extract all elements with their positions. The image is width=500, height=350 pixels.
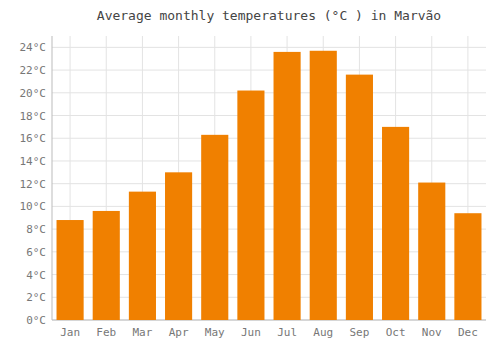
bar <box>310 51 337 320</box>
bar <box>454 213 481 320</box>
y-tick-label: 0°C <box>26 314 46 327</box>
x-tick-label: Nov <box>422 326 442 339</box>
y-tick-label: 8°C <box>26 223 46 236</box>
y-grid-line <box>52 47 486 48</box>
x-tick-label: Jun <box>241 326 261 339</box>
y-grid-line <box>52 70 486 71</box>
x-tick-label: Oct <box>386 326 406 339</box>
bar <box>165 172 192 320</box>
x-tick-label: Mar <box>132 326 152 339</box>
bar <box>346 75 373 320</box>
bar <box>418 183 445 320</box>
y-axis-line <box>52 36 53 320</box>
y-tick-label: 18°C <box>20 110 47 123</box>
bars <box>57 51 482 320</box>
y-tick-label: 14°C <box>20 155 47 168</box>
bar <box>57 220 84 320</box>
bar <box>237 91 264 320</box>
x-tick-label: Feb <box>96 326 116 339</box>
bar <box>201 135 228 320</box>
axes: 0°C 2°C 4°C 6°C 8°C 10°C 12°C 14°C 16°C 18°C 20°C 2… <box>20 36 487 339</box>
y-tick-label: 22°C <box>20 64 47 77</box>
y-grid-line <box>52 160 486 161</box>
chart: 0°C 2°C 4°C 6°C 8°C 10°C 12°C 14°C 16°C 18°C 20°C 2… <box>0 0 500 350</box>
y-tick-label: 4°C <box>26 269 46 282</box>
y-tick-label: 12°C <box>20 178 47 191</box>
x-tick-label: Aug <box>313 326 333 339</box>
bar <box>129 192 156 320</box>
y-tick-label: 6°C <box>26 246 46 259</box>
x-tick-label: Sep <box>349 326 369 339</box>
x-tick-label: Jan <box>60 326 80 339</box>
y-tick-label: 20°C <box>20 87 47 100</box>
x-tick-label: Jul <box>277 326 297 339</box>
title: Average monthly temperatures (°C ) in Ma… <box>97 8 441 23</box>
x-tick-label: Dec <box>458 326 478 339</box>
y-tick-label: 24°C <box>20 41 47 54</box>
bar <box>93 211 120 320</box>
x-tick-label: Apr <box>169 326 189 339</box>
y-grid-line <box>52 92 486 93</box>
grid <box>52 36 486 320</box>
bar <box>274 52 301 320</box>
y-tick-label: 2°C <box>26 291 46 304</box>
y-grid-line <box>52 115 486 116</box>
y-tick-label: 10°C <box>20 200 47 213</box>
bar <box>382 127 409 320</box>
y-grid-line <box>52 138 486 139</box>
x-tick-label: May <box>205 326 225 339</box>
y-tick-label: 16°C <box>20 132 47 145</box>
